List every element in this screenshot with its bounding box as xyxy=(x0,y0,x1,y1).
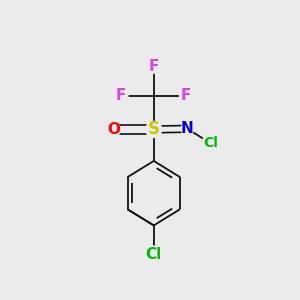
Text: F: F xyxy=(148,59,159,74)
Text: Cl: Cl xyxy=(203,136,218,150)
Circle shape xyxy=(181,122,194,135)
Circle shape xyxy=(202,135,219,152)
Text: S: S xyxy=(148,120,160,138)
Text: F: F xyxy=(181,88,191,103)
Text: N: N xyxy=(181,121,194,136)
Circle shape xyxy=(180,89,193,103)
Text: O: O xyxy=(107,122,120,137)
Circle shape xyxy=(146,122,162,137)
Circle shape xyxy=(115,89,128,103)
Circle shape xyxy=(147,60,160,73)
Circle shape xyxy=(145,246,162,263)
Circle shape xyxy=(107,123,121,136)
Text: Cl: Cl xyxy=(146,247,162,262)
Text: F: F xyxy=(116,88,126,103)
